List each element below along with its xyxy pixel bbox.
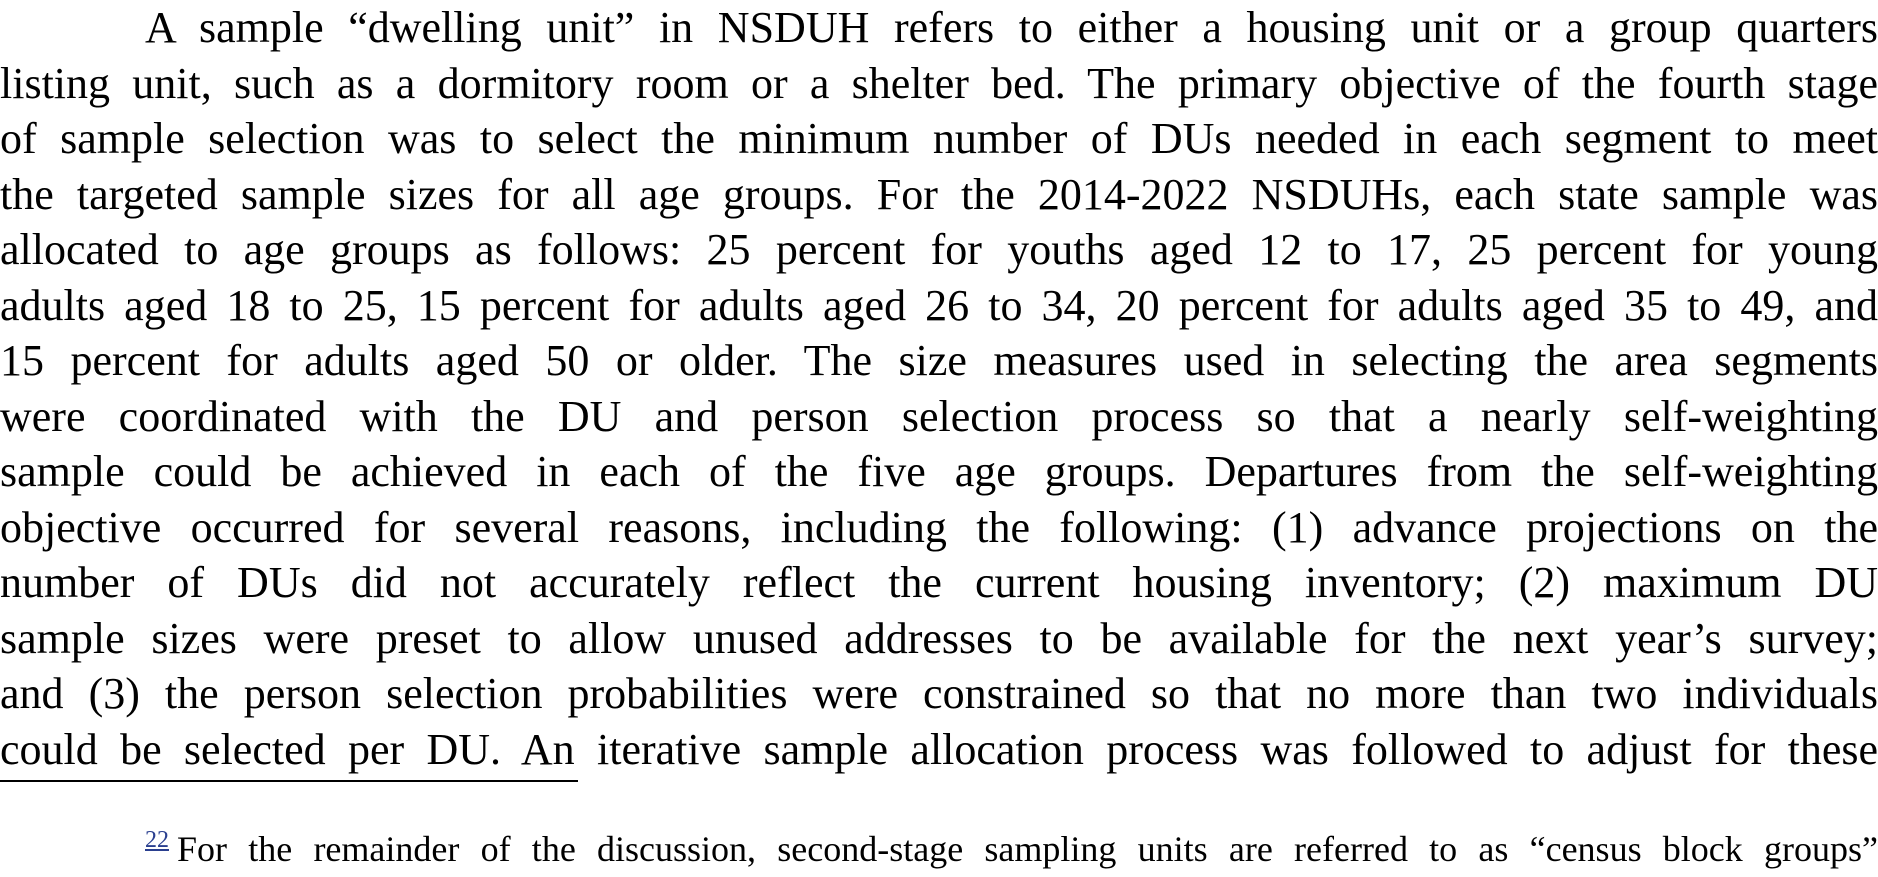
footnote-marker-link[interactable]: 22 (145, 827, 169, 853)
footnote-text: For the remainder of the discussion, sec… (177, 829, 1878, 869)
paragraph-line-1: A sample “dwelling unit” in NSDUH refers… (145, 3, 1878, 52)
paragraph-line-6: adults aged 18 to 25, 15 percent for adu… (0, 280, 1878, 330)
paragraph-line-4: the targeted sample sizes for all age gr… (0, 169, 1878, 219)
body-paragraph: A sample “dwelling unit” in NSDUH refers… (0, 3, 1878, 774)
paragraph-line-10: objective occurred for several reasons, … (0, 502, 1878, 552)
paragraph-line-12: sample sizes were preset to allow unused… (0, 613, 1878, 663)
paragraph-line-7: 15 percent for adults aged 50 or older. … (0, 336, 1878, 385)
paragraph-line-13: and (3) the person selection probabiliti… (0, 669, 1878, 718)
paragraph-line-9: sample could be achieved in each of the … (0, 447, 1878, 496)
paragraph-line-3: of sample selection was to select the mi… (0, 114, 1878, 163)
paragraph-line-11: number of DUs did not accurately reflect… (0, 558, 1878, 607)
footnote: 22 For the remainder of the discussion, s… (145, 818, 1878, 871)
footnote-separator (0, 780, 578, 782)
paragraph-line-8: were coordinated with the DU and person … (0, 391, 1878, 441)
paragraph-line-14: could be selected per DU. An iterative s… (0, 724, 1878, 774)
paragraph-line-5: allocated to age groups as follows: 25 p… (0, 225, 1878, 274)
paragraph-line-2: listing unit, such as a dormitory room o… (0, 58, 1878, 108)
